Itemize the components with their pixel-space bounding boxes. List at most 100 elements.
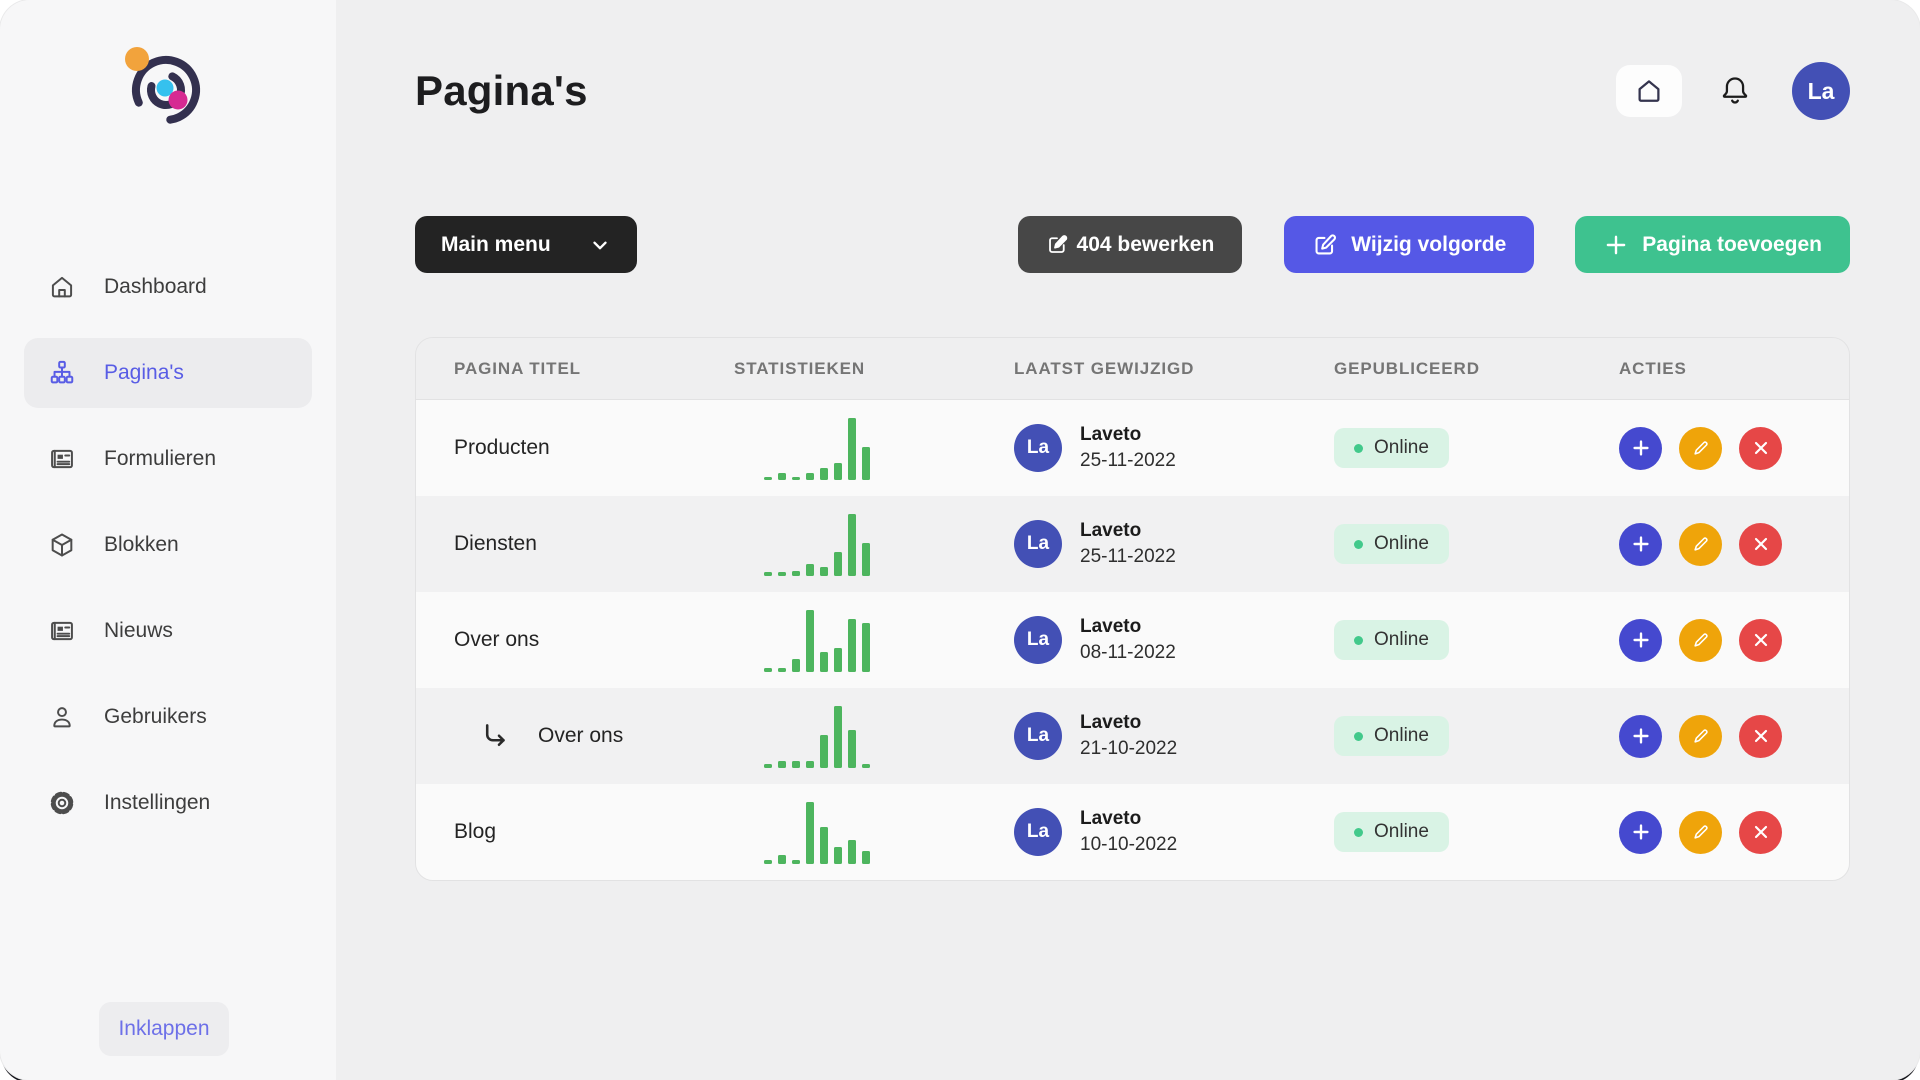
- author-name: Laveto: [1080, 808, 1142, 829]
- user-icon: [46, 701, 78, 733]
- sidebar-item-formulieren[interactable]: Formulieren: [24, 424, 312, 494]
- status-dot-icon: [1354, 827, 1363, 837]
- last-modified-cell: La Laveto 10-10-2022: [1014, 808, 1334, 856]
- table-row: Over ons La Laveto 08-11-2022 Online: [416, 592, 1849, 688]
- sidebar-item-label: Nieuws: [104, 619, 173, 642]
- page-title-cell: Over ons: [454, 719, 734, 753]
- last-modified-cell: La Laveto 08-11-2022: [1014, 616, 1334, 664]
- add-subpage-button[interactable]: [1619, 426, 1662, 470]
- pages-table: PAGINA TITEL STATISTIEKEN LAATST GEWIJZI…: [415, 337, 1850, 881]
- sidebar-item-paginas[interactable]: Pagina's: [24, 338, 312, 408]
- sidebar: Dashboard Pagina's: [0, 0, 336, 1080]
- plus-icon: [1630, 725, 1652, 747]
- pencil-icon: [1691, 822, 1711, 842]
- status-badge: Online: [1334, 716, 1449, 756]
- status-dot-icon: [1354, 539, 1363, 549]
- edit-page-button[interactable]: [1679, 618, 1722, 662]
- add-page-button[interactable]: Pagina toevoegen: [1575, 216, 1850, 273]
- delete-page-button[interactable]: [1739, 522, 1782, 566]
- sidebar-item-gebruikers[interactable]: Gebruikers: [24, 682, 312, 752]
- table-row: Diensten La Laveto 25-11-2022 Online: [416, 496, 1849, 592]
- actions-cell: [1619, 810, 1811, 854]
- actions-cell: [1619, 426, 1811, 470]
- app-logo[interactable]: [118, 42, 208, 132]
- add-subpage-button[interactable]: [1619, 618, 1662, 662]
- close-icon: [1751, 726, 1771, 746]
- author-avatar: La: [1014, 520, 1062, 568]
- page-title-cell: Diensten: [454, 532, 537, 555]
- sidebar-item-nieuws[interactable]: Nieuws: [24, 596, 312, 666]
- statistics-chart: [764, 800, 894, 864]
- author-avatar: La: [1014, 712, 1062, 760]
- edit-square-icon: [1312, 232, 1338, 258]
- author-avatar: La: [1014, 424, 1062, 472]
- actions-cell: [1619, 522, 1811, 566]
- last-modified-cell: La Laveto 25-11-2022: [1014, 520, 1334, 568]
- actions-cell: [1619, 618, 1811, 662]
- sidebar-item-label: Pagina's: [104, 361, 184, 384]
- delete-page-button[interactable]: [1739, 714, 1782, 758]
- user-avatar[interactable]: La: [1792, 62, 1850, 120]
- sidebar-item-label: Blokken: [104, 533, 179, 556]
- status-dot-icon: [1354, 731, 1363, 741]
- plus-icon: [1630, 821, 1652, 843]
- column-header-modified: LAATST GEWIJZIGD: [1014, 358, 1195, 378]
- plus-icon: [1630, 437, 1652, 459]
- sidebar-item-label: Dashboard: [104, 275, 207, 298]
- author-avatar: La: [1014, 808, 1062, 856]
- edit-page-button[interactable]: [1679, 522, 1722, 566]
- published-cell: Online: [1334, 524, 1619, 564]
- notifications-button[interactable]: [1718, 74, 1752, 108]
- last-modified-cell: La Laveto 21-10-2022: [1014, 712, 1334, 760]
- published-cell: Online: [1334, 428, 1619, 468]
- table-row: Blog La Laveto 10-10-2022 Online: [416, 784, 1849, 880]
- status-label: Online: [1374, 533, 1429, 554]
- edit-square-icon: [1046, 233, 1069, 256]
- close-icon: [1751, 630, 1771, 650]
- sidebar-item-blokken[interactable]: Blokken: [24, 510, 312, 580]
- plus-icon: [1630, 629, 1652, 651]
- last-modified-cell: La Laveto 25-11-2022: [1014, 424, 1334, 472]
- page-title-cell: Producten: [454, 436, 550, 459]
- status-badge: Online: [1334, 524, 1449, 564]
- actions-cell: [1619, 714, 1811, 758]
- topbar: Pagina's: [415, 62, 1850, 120]
- column-header-published: GEPUBLICEERD: [1334, 358, 1480, 378]
- add-subpage-button[interactable]: [1619, 714, 1662, 758]
- home-button[interactable]: [1616, 65, 1682, 117]
- modified-date: 21-10-2022: [1080, 738, 1178, 759]
- status-badge: Online: [1334, 620, 1449, 660]
- modified-date: 10-10-2022: [1080, 834, 1178, 855]
- pencil-icon: [1691, 630, 1711, 650]
- change-order-button[interactable]: Wijzig volgorde: [1284, 216, 1535, 273]
- status-label: Online: [1374, 821, 1429, 842]
- edit-page-button[interactable]: [1679, 426, 1722, 470]
- page-title: Pagina's: [415, 67, 588, 114]
- add-subpage-button[interactable]: [1619, 810, 1662, 854]
- edit-page-button[interactable]: [1679, 810, 1722, 854]
- edit-404-button[interactable]: 404 bewerken: [1017, 216, 1243, 273]
- topbar-actions: La: [1616, 62, 1850, 120]
- collapse-sidebar-button[interactable]: Inklappen: [99, 1002, 229, 1056]
- gear-icon: [46, 787, 78, 819]
- delete-page-button[interactable]: [1739, 426, 1782, 470]
- published-cell: Online: [1334, 620, 1619, 660]
- statistics-chart: [764, 704, 894, 768]
- bell-icon: [1718, 74, 1752, 108]
- close-icon: [1751, 822, 1771, 842]
- status-badge: Online: [1334, 428, 1449, 468]
- home-icon: [46, 271, 78, 303]
- page-title-text: Over ons: [538, 724, 624, 747]
- logo-icon: [125, 47, 200, 124]
- pencil-icon: [1691, 438, 1711, 458]
- plus-icon: [1603, 232, 1629, 258]
- delete-page-button[interactable]: [1739, 618, 1782, 662]
- sidebar-item-instellingen[interactable]: Instellingen: [24, 768, 312, 838]
- delete-page-button[interactable]: [1739, 810, 1782, 854]
- sidebar-item-dashboard[interactable]: Dashboard: [24, 252, 312, 322]
- add-subpage-button[interactable]: [1619, 522, 1662, 566]
- author-name: Laveto: [1080, 712, 1142, 733]
- menu-select[interactable]: Main menu: [415, 216, 637, 273]
- edit-page-button[interactable]: [1679, 714, 1722, 758]
